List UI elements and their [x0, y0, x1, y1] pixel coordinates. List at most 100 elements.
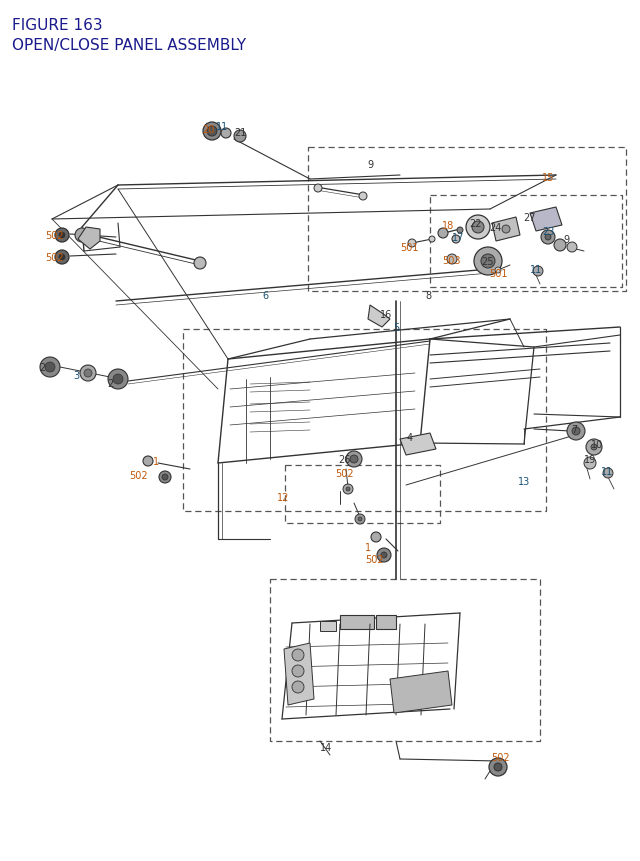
Circle shape [502, 226, 510, 233]
Polygon shape [390, 672, 452, 713]
Text: 9: 9 [563, 235, 569, 245]
Circle shape [234, 131, 246, 143]
Circle shape [45, 362, 55, 373]
Text: 502: 502 [491, 753, 509, 762]
Text: 6: 6 [262, 291, 268, 300]
Text: 25: 25 [482, 257, 494, 267]
Circle shape [438, 229, 448, 238]
Circle shape [603, 468, 613, 479]
Text: 18: 18 [442, 220, 454, 231]
Circle shape [55, 229, 69, 243]
Bar [320, 622, 336, 631]
Polygon shape [530, 208, 562, 232]
Circle shape [108, 369, 128, 389]
Circle shape [474, 248, 502, 276]
Polygon shape [400, 433, 436, 455]
Text: 501: 501 [400, 243, 419, 253]
Circle shape [40, 357, 60, 378]
Bar [376, 616, 396, 629]
Text: 26: 26 [338, 455, 350, 464]
Text: 3: 3 [73, 370, 79, 381]
Circle shape [207, 127, 217, 137]
Circle shape [113, 375, 123, 385]
Circle shape [59, 232, 65, 238]
Text: 14: 14 [320, 742, 332, 753]
Circle shape [343, 485, 353, 494]
Text: 7: 7 [571, 424, 577, 435]
Circle shape [159, 472, 171, 483]
Circle shape [408, 239, 416, 248]
Circle shape [567, 243, 577, 253]
Text: 8: 8 [425, 291, 431, 300]
Circle shape [481, 255, 495, 269]
Circle shape [381, 553, 387, 558]
Circle shape [292, 666, 304, 678]
Text: OPEN/CLOSE PANEL ASSEMBLY: OPEN/CLOSE PANEL ASSEMBLY [12, 38, 246, 53]
Text: FIGURE 163: FIGURE 163 [12, 18, 102, 33]
Text: 502: 502 [129, 470, 147, 480]
Text: 23: 23 [542, 226, 554, 237]
Circle shape [541, 231, 555, 245]
Circle shape [203, 123, 221, 141]
Circle shape [533, 267, 543, 276]
Circle shape [495, 268, 501, 274]
Circle shape [472, 222, 484, 233]
Text: 12: 12 [277, 492, 289, 503]
Circle shape [355, 514, 365, 524]
Text: 1: 1 [153, 456, 159, 467]
Text: 503: 503 [442, 256, 460, 266]
Text: 22: 22 [470, 219, 483, 229]
Circle shape [429, 237, 435, 243]
Circle shape [584, 457, 596, 469]
Text: 502: 502 [45, 253, 63, 263]
Circle shape [447, 255, 457, 264]
Circle shape [292, 681, 304, 693]
Text: 11: 11 [530, 264, 542, 275]
Text: 17: 17 [452, 232, 464, 243]
Polygon shape [368, 306, 390, 328]
Circle shape [586, 439, 602, 455]
Circle shape [591, 444, 597, 450]
Circle shape [55, 251, 69, 264]
Text: 5: 5 [393, 323, 399, 332]
Circle shape [567, 423, 585, 441]
Polygon shape [492, 218, 520, 242]
Text: 11: 11 [216, 122, 228, 132]
Text: 501: 501 [489, 269, 508, 279]
Text: 27: 27 [524, 213, 536, 223]
Circle shape [346, 487, 350, 492]
Circle shape [452, 236, 460, 244]
Text: 502: 502 [335, 468, 353, 479]
Circle shape [359, 193, 367, 201]
Polygon shape [284, 643, 314, 705]
Text: 2: 2 [107, 379, 113, 388]
Text: 11: 11 [601, 467, 613, 476]
Text: 502: 502 [365, 554, 384, 564]
Text: 502: 502 [45, 231, 63, 241]
Circle shape [371, 532, 381, 542]
Circle shape [554, 239, 566, 251]
Text: 10: 10 [591, 439, 603, 449]
Circle shape [59, 255, 65, 261]
Text: 24: 24 [489, 223, 501, 232]
Circle shape [494, 763, 502, 771]
Circle shape [346, 451, 362, 468]
Circle shape [350, 455, 358, 463]
Circle shape [358, 517, 362, 522]
Circle shape [162, 474, 168, 480]
Circle shape [292, 649, 304, 661]
Circle shape [75, 229, 89, 243]
Circle shape [545, 235, 551, 241]
Text: 13: 13 [518, 476, 530, 486]
Text: 2: 2 [39, 362, 45, 373]
Circle shape [80, 366, 96, 381]
Circle shape [457, 228, 463, 233]
Text: 19: 19 [584, 455, 596, 464]
Circle shape [466, 216, 490, 239]
Text: 9: 9 [367, 160, 373, 170]
Text: 16: 16 [380, 310, 392, 319]
Text: 20: 20 [202, 125, 214, 135]
Text: 4: 4 [407, 432, 413, 443]
Circle shape [572, 428, 580, 436]
Polygon shape [78, 228, 100, 250]
